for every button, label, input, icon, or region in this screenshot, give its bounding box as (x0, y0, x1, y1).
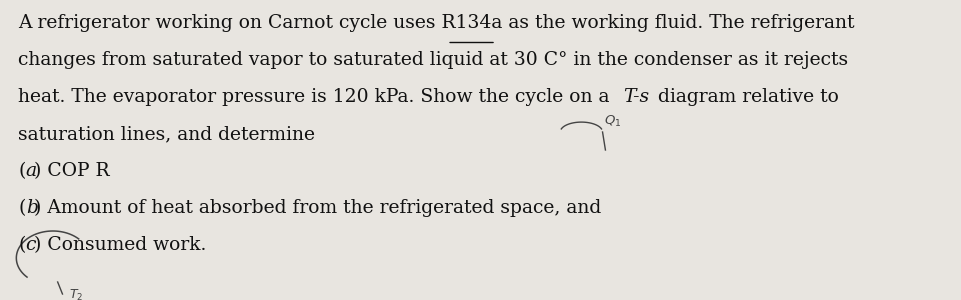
Text: (: ( (18, 199, 25, 217)
Text: T-s: T-s (623, 88, 649, 106)
Text: A refrigerator working on Carnot cycle uses R134a as the working fluid. The refr: A refrigerator working on Carnot cycle u… (18, 14, 854, 32)
Text: a: a (26, 162, 37, 180)
Text: ) Amount of heat absorbed from the refrigerated space, and: ) Amount of heat absorbed from the refri… (35, 199, 602, 217)
Text: (: ( (18, 236, 25, 254)
Text: $Q_1$: $Q_1$ (604, 114, 621, 129)
Text: ) COP R: ) COP R (35, 162, 110, 180)
Text: (: ( (18, 162, 25, 180)
Text: $T_2$: $T_2$ (69, 288, 84, 300)
Text: ) Consumed work.: ) Consumed work. (35, 236, 207, 254)
Text: diagram relative to: diagram relative to (652, 88, 839, 106)
Text: saturation lines, and determine: saturation lines, and determine (18, 125, 315, 143)
Text: heat. The evaporator pressure is 120 kPa. Show the cycle on a: heat. The evaporator pressure is 120 kPa… (18, 88, 615, 106)
Text: c: c (26, 236, 37, 254)
Text: b: b (26, 199, 37, 217)
Text: changes from saturated vapor to saturated liquid at 30 C° in the condenser as it: changes from saturated vapor to saturate… (18, 51, 849, 69)
